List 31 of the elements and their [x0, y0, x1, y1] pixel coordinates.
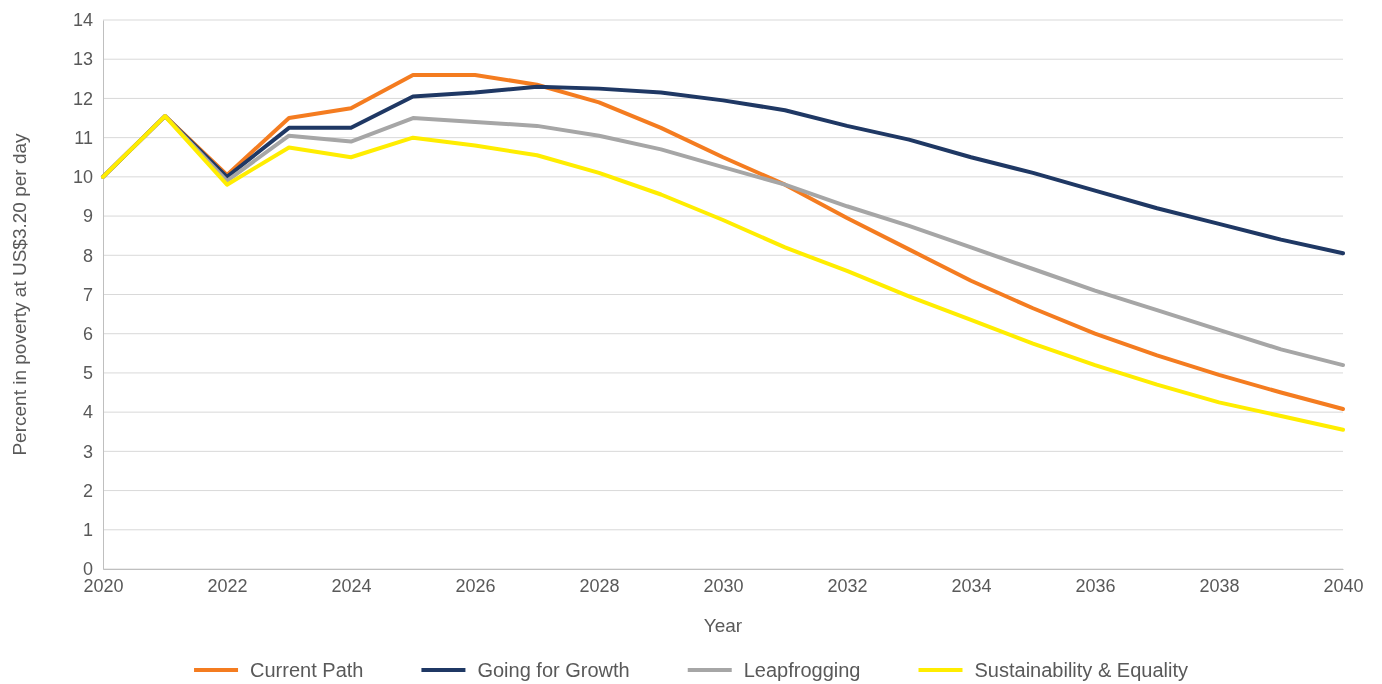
x-tick-label: 2036 — [1075, 575, 1116, 596]
y-tick-label: 9 — [82, 206, 93, 227]
x-tick-label: 2026 — [455, 575, 496, 596]
x-tick-label: 2022 — [207, 575, 248, 596]
y-tick-label: 1 — [82, 520, 93, 541]
y-tick-label: 2 — [82, 480, 93, 501]
x-tick-label: 2024 — [331, 575, 372, 596]
y-tick-label: 4 — [82, 402, 93, 423]
y-tick-label: 11 — [74, 127, 93, 148]
legend-label: Current Path — [250, 659, 364, 681]
y-tick-label: 12 — [72, 88, 93, 109]
x-tick-label: 2040 — [1323, 575, 1364, 596]
y-tick-label: 6 — [82, 323, 93, 344]
x-tick-label: 2034 — [951, 575, 992, 596]
y-tick-label: 13 — [72, 49, 93, 70]
legend-label: Sustainability & Equality — [974, 659, 1188, 681]
y-tick-label: 5 — [82, 363, 93, 384]
y-tick-label: 8 — [82, 245, 93, 266]
legend-label: Going for Growth — [477, 659, 630, 681]
legend-label: Leapfrogging — [743, 659, 861, 681]
x-tick-label: 2038 — [1199, 575, 1240, 596]
y-tick-label: 7 — [82, 284, 93, 305]
line-series — [101, 114, 1345, 432]
x-tick-label: 2028 — [579, 575, 620, 596]
x-tick-label: 2030 — [703, 575, 744, 596]
y-tick-label: 10 — [72, 167, 93, 188]
y-axis-title: Percent in poverty at US$3.20 per day — [9, 132, 30, 456]
x-axis-title: Year — [703, 615, 743, 636]
x-tick-label: 2032 — [827, 575, 868, 596]
y-tick-label: 3 — [82, 441, 93, 462]
y-tick-label: 14 — [72, 10, 93, 31]
